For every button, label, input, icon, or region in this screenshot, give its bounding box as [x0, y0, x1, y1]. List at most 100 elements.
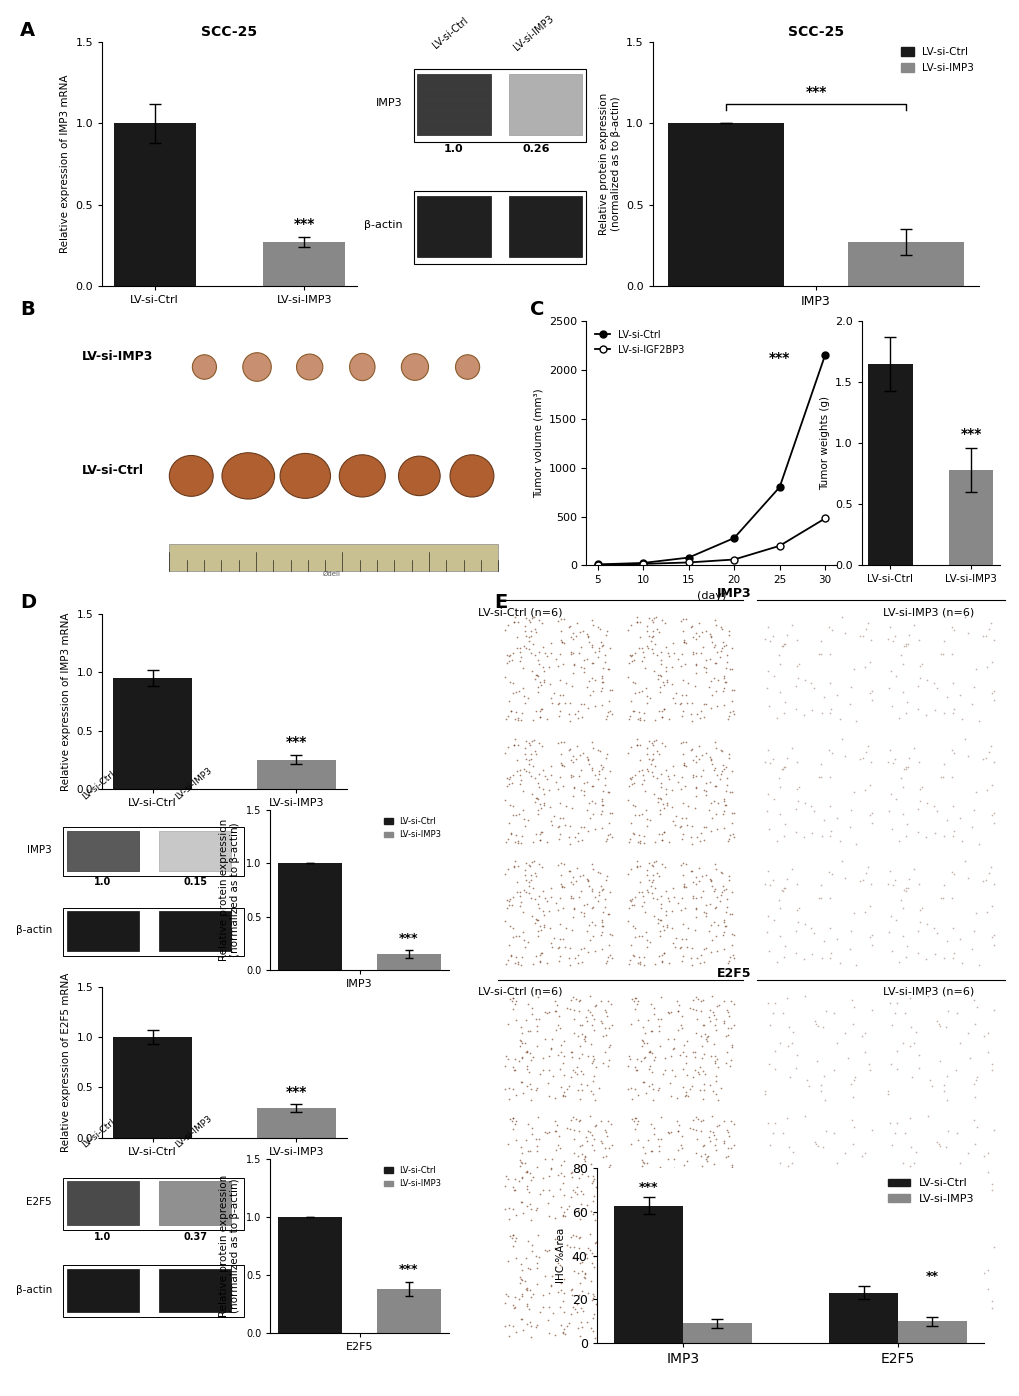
Point — [897, 702, 913, 725]
Point — [820, 616, 837, 638]
Point — [565, 906, 581, 928]
Point — [529, 1273, 545, 1295]
Point — [910, 1164, 926, 1187]
Point — [627, 987, 643, 1009]
Point — [788, 751, 804, 773]
Point — [583, 667, 599, 690]
Point — [674, 1254, 690, 1276]
Point — [524, 632, 540, 655]
Point — [878, 1082, 895, 1104]
Point — [566, 702, 582, 725]
Point — [552, 743, 569, 765]
Point — [882, 1013, 899, 1036]
Point — [695, 1194, 711, 1216]
Point — [645, 1048, 661, 1071]
Point — [848, 953, 864, 976]
Point — [834, 606, 850, 628]
Point — [562, 885, 579, 907]
Point — [601, 1156, 618, 1178]
Point — [623, 773, 639, 796]
Point — [668, 1086, 685, 1108]
Point — [705, 1124, 721, 1146]
Point — [503, 990, 520, 1012]
Point — [561, 832, 578, 854]
Point — [626, 649, 642, 671]
Point — [844, 1251, 860, 1273]
Point — [660, 889, 677, 912]
Point — [953, 708, 969, 730]
Point — [719, 1025, 736, 1047]
Point — [956, 850, 972, 872]
Point — [937, 1302, 954, 1325]
Point — [863, 680, 879, 702]
Point — [644, 734, 660, 757]
Point — [564, 1161, 580, 1184]
Point — [506, 606, 523, 628]
Point — [504, 916, 521, 938]
Legend: LV-si-Ctrl, LV-si-IMP3: LV-si-Ctrl, LV-si-IMP3 — [380, 814, 444, 843]
Point — [500, 1076, 517, 1099]
Point — [809, 1015, 825, 1037]
Point — [549, 1282, 566, 1304]
Point — [910, 628, 926, 651]
Point — [651, 803, 667, 825]
Point — [710, 1114, 727, 1136]
Point — [562, 764, 579, 786]
Point — [651, 680, 667, 702]
Point — [662, 1166, 679, 1188]
Point — [692, 1199, 708, 1222]
Point — [530, 664, 546, 687]
Point — [547, 771, 564, 793]
Point — [579, 1129, 595, 1152]
Point — [551, 1295, 568, 1318]
Point — [803, 916, 819, 938]
Point — [548, 1231, 565, 1254]
Point — [591, 861, 607, 884]
Point — [580, 697, 596, 719]
Point — [574, 1316, 590, 1339]
Point — [586, 1326, 602, 1349]
Point — [505, 854, 522, 877]
Legend: LV-si-Ctrl, LV-si-IMP3: LV-si-Ctrl, LV-si-IMP3 — [380, 1163, 444, 1192]
Point — [689, 1061, 705, 1083]
Point — [498, 775, 515, 797]
Point — [771, 896, 788, 919]
Point — [701, 1194, 717, 1216]
Point — [651, 1036, 667, 1058]
Point — [642, 874, 658, 896]
Point — [721, 1110, 738, 1132]
Point — [777, 624, 794, 646]
Point — [844, 1134, 860, 1156]
Point — [500, 1196, 517, 1219]
Point — [677, 877, 693, 899]
Point — [638, 743, 654, 765]
Point — [719, 624, 736, 646]
Point — [921, 1189, 937, 1212]
Point — [586, 764, 602, 786]
Point — [712, 860, 729, 882]
Point — [977, 624, 994, 646]
Point — [635, 1254, 651, 1276]
Point — [654, 1062, 671, 1085]
Point — [636, 1142, 652, 1164]
Point — [707, 1069, 723, 1092]
Point — [519, 1279, 535, 1301]
Point — [715, 879, 732, 902]
Point — [551, 1016, 568, 1039]
Point — [653, 951, 669, 973]
Point — [905, 859, 921, 881]
Point — [619, 1291, 635, 1314]
Point — [911, 912, 927, 934]
Point — [514, 1191, 530, 1213]
Point — [756, 1316, 772, 1339]
Point — [517, 937, 533, 959]
Point — [662, 1001, 679, 1023]
Point — [979, 617, 996, 639]
Point — [581, 684, 597, 706]
Point — [628, 733, 644, 755]
Point — [675, 1076, 691, 1099]
Point — [673, 1125, 689, 1148]
Point — [624, 644, 640, 666]
Point — [599, 990, 615, 1012]
Point — [806, 1011, 822, 1033]
